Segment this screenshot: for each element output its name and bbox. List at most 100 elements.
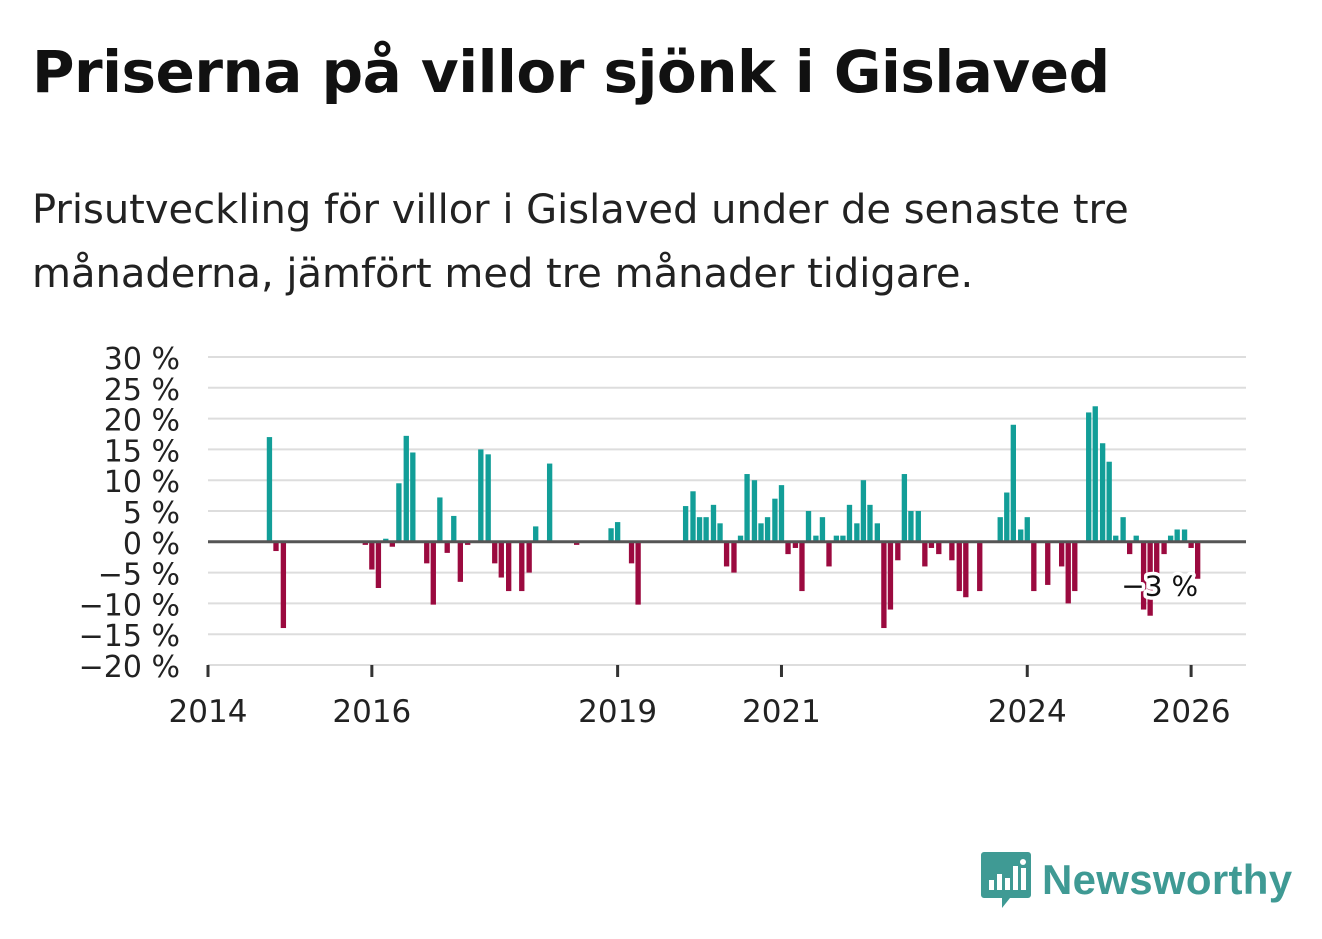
y-tick-label: −15 % <box>79 619 180 654</box>
y-tick-label: 25 % <box>104 373 180 408</box>
bar <box>1188 541 1194 548</box>
bar <box>1174 529 1180 542</box>
bar <box>1045 541 1051 585</box>
bar <box>1099 443 1106 542</box>
bar <box>396 483 402 542</box>
bar <box>1031 541 1037 592</box>
bar <box>723 541 730 567</box>
bar <box>1113 535 1119 542</box>
bar <box>1072 541 1078 592</box>
bar <box>874 523 880 542</box>
bar <box>772 498 778 542</box>
bar <box>977 541 983 592</box>
bar <box>635 541 641 605</box>
bar <box>266 437 273 542</box>
bar-chart: 30 %25 %20 %15 %10 %5 %0 %−5 %−10 %−15 %… <box>79 342 1246 730</box>
x-tick-label: 2016 <box>332 694 411 730</box>
newsworthy-logo-icon <box>981 852 1031 908</box>
bar <box>758 523 764 542</box>
bar <box>451 515 457 542</box>
chart-title: Priserna på villor sjönk i Gislaved <box>32 38 1110 106</box>
bar <box>963 541 969 598</box>
bar <box>956 541 962 592</box>
bar <box>901 474 908 542</box>
y-tick-label: 10 % <box>104 465 180 500</box>
bar <box>437 497 443 542</box>
bar <box>792 541 799 548</box>
y-tick-label: −20 % <box>79 650 180 685</box>
y-tick-label: 15 % <box>104 434 180 469</box>
bar <box>936 541 942 555</box>
x-tick-label: 2019 <box>578 694 657 730</box>
bar <box>813 535 819 542</box>
bar <box>485 454 491 542</box>
bar <box>444 541 450 553</box>
bar <box>928 541 935 548</box>
y-tick-label: 30 % <box>104 342 180 377</box>
bar <box>717 523 723 542</box>
bar <box>1004 492 1010 542</box>
bar <box>506 541 512 592</box>
bar <box>498 541 504 578</box>
bar <box>1106 461 1112 542</box>
bar <box>1133 535 1139 542</box>
bar <box>1120 517 1126 542</box>
bar <box>764 517 771 542</box>
bar <box>1092 406 1098 542</box>
y-tick-label: 20 % <box>104 404 180 439</box>
bar <box>1018 529 1024 542</box>
bar <box>731 541 737 573</box>
chart-subtitle: Prisutveckling för villor i Gislaved und… <box>32 187 1129 297</box>
brand-name: Newsworthy <box>1042 856 1293 903</box>
bar <box>1154 541 1160 592</box>
bar <box>1161 541 1167 555</box>
bar <box>1086 412 1092 542</box>
bar <box>389 541 395 547</box>
bar <box>1181 529 1188 542</box>
bar <box>1127 541 1133 555</box>
x-tick-label: 2026 <box>1152 694 1231 730</box>
bars <box>266 406 1201 629</box>
bar <box>908 511 914 542</box>
y-axis-ticks: 30 %25 %20 %15 %10 %5 %0 %−5 %−10 %−15 %… <box>79 342 180 685</box>
bar <box>690 491 696 542</box>
bar <box>273 541 279 552</box>
bar <box>1140 541 1147 610</box>
last-value-annotation: −3 % <box>1121 569 1198 602</box>
bar <box>1167 535 1174 542</box>
bar <box>614 522 621 542</box>
bar <box>457 541 463 582</box>
bar <box>867 504 873 542</box>
bar <box>854 523 860 542</box>
bar <box>410 452 416 542</box>
bar <box>369 541 375 570</box>
bar <box>533 526 539 542</box>
bar <box>383 538 389 542</box>
bar <box>805 511 812 542</box>
bar <box>478 449 484 542</box>
bar <box>280 541 287 629</box>
bar <box>881 541 887 629</box>
bar <box>785 541 791 555</box>
bar <box>628 541 635 564</box>
bar <box>915 511 921 542</box>
newsworthy-logo: Newsworthy <box>980 850 1292 910</box>
bar <box>430 541 436 605</box>
bar <box>608 528 614 542</box>
bar <box>751 480 758 542</box>
bar <box>887 541 894 610</box>
y-tick-label: −10 % <box>79 588 180 623</box>
x-tick-label: 2024 <box>988 694 1067 730</box>
bar <box>1010 424 1016 542</box>
bar <box>703 517 709 542</box>
bar <box>737 535 744 542</box>
bar <box>778 485 785 542</box>
bar <box>819 517 826 542</box>
bar <box>1195 541 1201 579</box>
x-tick-label: 2014 <box>169 694 248 730</box>
bar <box>362 541 368 545</box>
bar <box>1147 541 1153 616</box>
bar <box>710 504 717 542</box>
bar <box>465 541 471 545</box>
bar <box>1059 541 1065 567</box>
